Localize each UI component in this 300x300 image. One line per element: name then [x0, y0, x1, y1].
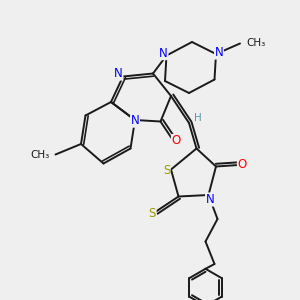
Text: N: N	[214, 46, 224, 59]
Text: O: O	[238, 158, 247, 172]
Text: S: S	[163, 164, 170, 177]
Text: N: N	[159, 46, 168, 60]
Text: S: S	[149, 207, 156, 220]
Text: N: N	[206, 193, 214, 206]
Text: H: H	[194, 112, 201, 123]
Text: O: O	[172, 134, 181, 148]
Text: N: N	[130, 114, 140, 127]
Text: N: N	[114, 67, 123, 80]
Text: CH₃: CH₃	[246, 38, 265, 49]
Text: CH₃: CH₃	[31, 149, 50, 160]
